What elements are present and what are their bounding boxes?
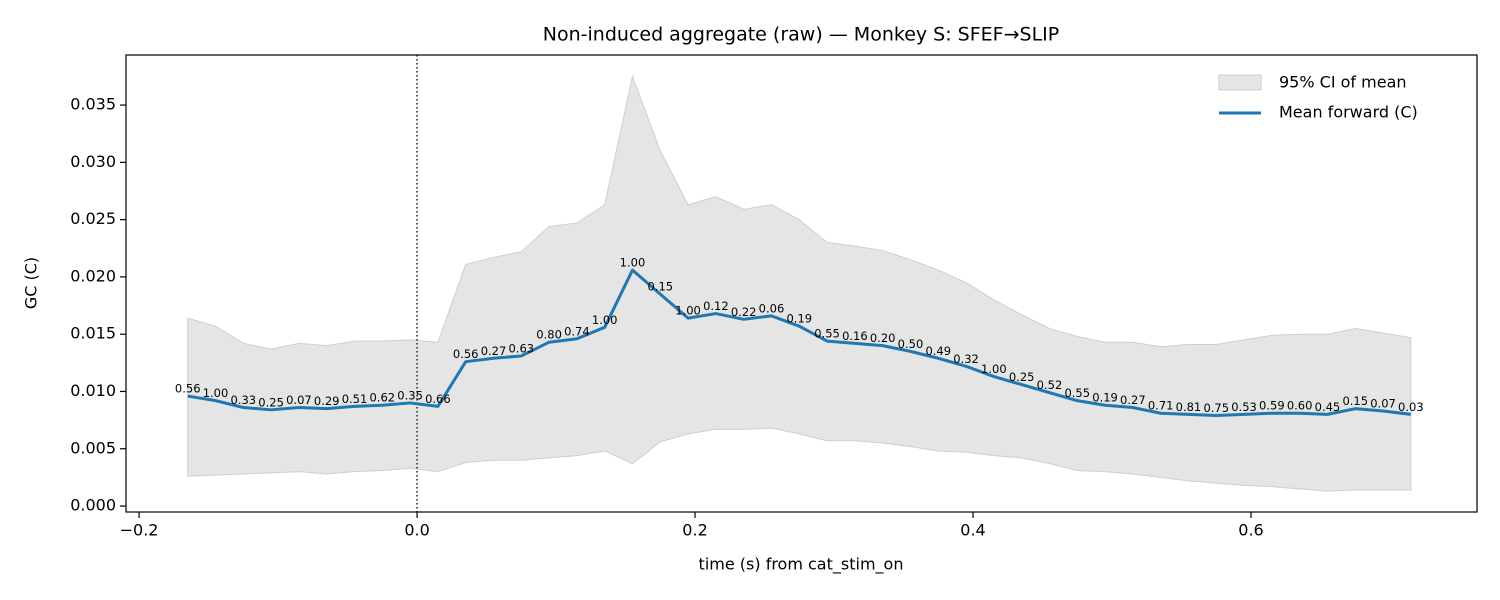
y-tick-label: 0.030 <box>70 152 116 171</box>
point-label: 0.63 <box>508 341 534 355</box>
point-label: 0.53 <box>1231 400 1257 414</box>
point-label: 0.07 <box>286 393 312 407</box>
y-tick-label: 0.000 <box>70 496 116 515</box>
point-label: 0.52 <box>1037 378 1063 392</box>
point-label: 0.06 <box>759 301 785 315</box>
point-label: 0.15 <box>1342 394 1368 408</box>
point-label: 0.19 <box>786 312 812 326</box>
point-label: 0.29 <box>314 394 340 408</box>
legend-label: 95% CI of mean <box>1279 73 1407 92</box>
point-label: 0.25 <box>1009 370 1035 384</box>
point-label: 0.56 <box>175 382 201 396</box>
plot-frame <box>125 54 1478 513</box>
y-tick-label: 0.010 <box>70 381 116 400</box>
point-label: 0.15 <box>647 280 673 294</box>
y-tick-label: 0.035 <box>70 95 116 114</box>
point-label: 0.27 <box>481 344 507 358</box>
point-label: 0.25 <box>258 395 284 409</box>
point-label: 0.16 <box>842 329 868 343</box>
y-tick-label: 0.005 <box>70 438 116 457</box>
point-label: 0.50 <box>898 337 924 351</box>
x-tick-label: −0.2 <box>120 521 159 540</box>
x-tick-label: 0.0 <box>404 521 429 540</box>
point-label: 0.66 <box>425 392 451 406</box>
point-label: 1.00 <box>981 362 1007 376</box>
point-label: 0.81 <box>1176 400 1202 414</box>
point-label: 0.27 <box>1120 393 1146 407</box>
point-label: 0.19 <box>1092 391 1118 405</box>
point-label: 0.12 <box>703 299 729 313</box>
point-label: 0.56 <box>453 347 479 361</box>
point-label: 0.32 <box>953 352 979 366</box>
point-label: 0.03 <box>1398 400 1424 414</box>
point-label: 0.74 <box>564 324 590 338</box>
ci-band <box>187 74 1412 492</box>
point-label: 1.00 <box>203 386 229 400</box>
legend-label: Mean forward (C) <box>1279 103 1418 122</box>
point-label: 1.00 <box>592 313 618 327</box>
point-label: 0.22 <box>731 305 757 319</box>
chart-title: Non-induced aggregate (raw) — Monkey S: … <box>543 24 1059 46</box>
point-label: 0.33 <box>231 393 257 407</box>
point-label: 0.71 <box>1148 399 1174 413</box>
point-label: 0.35 <box>397 388 423 402</box>
x-tick-label: 0.2 <box>682 521 707 540</box>
x-tick-label: 0.6 <box>1238 521 1263 540</box>
point-label: 1.00 <box>675 304 701 318</box>
y-tick-label: 0.015 <box>70 324 116 343</box>
point-label: 0.59 <box>1259 399 1285 413</box>
point-label: 0.55 <box>814 327 840 341</box>
x-tick-label: 0.4 <box>960 521 985 540</box>
point-label: 0.49 <box>925 344 951 358</box>
point-label: 0.07 <box>1370 396 1396 410</box>
y-axis-label: GC (C) <box>22 257 41 309</box>
point-label: 0.55 <box>1064 386 1090 400</box>
point-label: 0.60 <box>1287 399 1313 413</box>
point-label: 0.80 <box>536 328 562 342</box>
point-label: 1.00 <box>620 256 646 270</box>
point-label: 0.62 <box>369 391 395 405</box>
y-tick-label: 0.025 <box>70 209 116 228</box>
point-label: 0.75 <box>1203 401 1229 415</box>
mean-line <box>187 268 1412 418</box>
y-tick-label: 0.020 <box>70 266 116 285</box>
point-label: 0.45 <box>1315 400 1341 414</box>
point-label: 0.20 <box>870 331 896 345</box>
x-axis-label: time (s) from cat_stim_on <box>699 555 904 575</box>
legend-swatch <box>1218 74 1262 91</box>
point-label: 0.51 <box>342 392 368 406</box>
